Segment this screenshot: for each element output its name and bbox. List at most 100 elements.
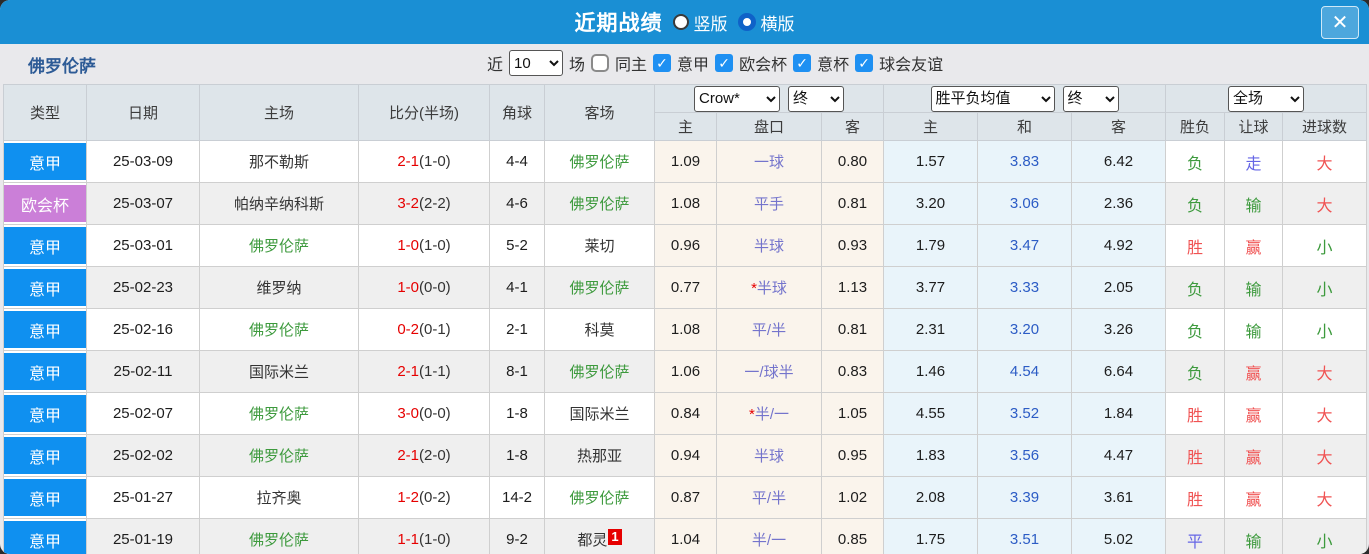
home-team: 佛罗伦萨	[199, 224, 359, 267]
league-badge: 意甲	[4, 437, 86, 474]
result-group-header: 全场	[1165, 84, 1368, 113]
match-date: 25-02-23	[86, 266, 200, 309]
away-team: 佛罗伦萨	[544, 182, 655, 225]
home-odds: 0.96	[654, 224, 717, 267]
result-wdl: 负	[1165, 266, 1226, 309]
layout-option-vertical[interactable]: 竖版	[672, 10, 728, 35]
home-team: 维罗纳	[199, 266, 359, 309]
same-home-checkbox[interactable]	[591, 54, 610, 72]
corner-score: 1-8	[489, 392, 545, 435]
result-wdl: 负	[1165, 182, 1226, 225]
handicap: 半球	[716, 434, 822, 477]
avg-home: 1.83	[883, 434, 979, 477]
league-label-friendly: 球会友谊	[879, 57, 944, 74]
halftime-score: (0-2)	[419, 489, 451, 506]
away-odds: 1.05	[820, 392, 885, 435]
league-cell: 意甲	[3, 476, 87, 519]
league-checkbox-serie-a[interactable]: ✓	[653, 54, 672, 72]
handicap-text: 半/一	[751, 532, 787, 549]
home-odds: 0.77	[654, 266, 717, 309]
handicap: 一/球半	[716, 350, 822, 393]
result-goals: 小	[1282, 224, 1368, 267]
avg-time-select[interactable]: 终	[1062, 85, 1119, 112]
result-wdl: 胜	[1165, 476, 1226, 519]
match-score: 3-2(2-2)	[358, 182, 490, 225]
league-checkbox-conference[interactable]: ✓	[715, 54, 734, 72]
match-score: 0-2(0-1)	[358, 308, 490, 351]
avg-type-select[interactable]: 胜平负均值	[930, 85, 1055, 112]
avg-draw: 3.33	[977, 266, 1073, 309]
col-score: 比分(半场)	[358, 84, 490, 141]
away-odds: 0.95	[820, 434, 885, 477]
odds-company-select[interactable]: Crow*	[694, 85, 780, 112]
layout-option-horizontal[interactable]: 横版	[737, 10, 795, 35]
away-team: 佛罗伦萨	[544, 266, 655, 309]
handicap-text: 平手	[753, 196, 784, 213]
avg-draw: 4.54	[977, 350, 1073, 393]
handicap: *半球	[716, 266, 822, 309]
col-date: 日期	[86, 84, 200, 141]
handicap-text: 平/半	[751, 490, 787, 507]
result-scope-select[interactable]: 全场	[1228, 85, 1305, 112]
home-odds: 1.08	[654, 308, 717, 351]
home-team: 佛罗伦萨	[199, 434, 359, 477]
halftime-score: (2-2)	[419, 195, 451, 212]
handicap-star-icon: *	[748, 406, 755, 423]
match-score: 1-2(0-2)	[358, 476, 490, 519]
match-row: 意甲 25-02-16 佛罗伦萨 0-2(0-1) 2-1 科莫 1.08 平/半 0.81 2.…	[3, 308, 1368, 351]
avg-draw: 3.47	[977, 224, 1073, 267]
home-odds: 1.09	[654, 140, 717, 183]
match-score: 1-1(1-0)	[358, 518, 490, 554]
league-cell: 意甲	[3, 224, 87, 267]
league-label-serie-a: 意甲	[677, 57, 710, 74]
result-goals: 大	[1282, 140, 1368, 183]
match-date: 25-03-01	[86, 224, 200, 267]
league-checkbox-friendly[interactable]: ✓	[855, 54, 874, 72]
handicap: 平手	[716, 182, 822, 225]
same-home-label: 同主	[615, 57, 648, 74]
away-odds: 0.80	[820, 140, 885, 183]
match-score: 2-1(2-0)	[358, 434, 490, 477]
corner-score: 2-1	[489, 308, 545, 351]
corner-score: 1-8	[489, 434, 545, 477]
avg-home: 1.57	[883, 140, 979, 183]
halftime-score: (0-1)	[419, 321, 451, 338]
close-icon: ✕	[1331, 11, 1349, 34]
league-cell: 意甲	[3, 140, 87, 183]
result-goals: 大	[1282, 476, 1368, 519]
result-wdl: 负	[1165, 350, 1226, 393]
avg-draw: 3.39	[977, 476, 1073, 519]
fulltime-score: 3-2	[397, 195, 419, 212]
handicap-text: 一/球半	[744, 364, 794, 381]
result-handicap: 赢	[1224, 224, 1284, 267]
close-button[interactable]: ✕	[1321, 6, 1359, 39]
home-team: 佛罗伦萨	[199, 518, 359, 554]
dialog-titlebar: 近期战绩 竖版 横版 ✕	[0, 0, 1369, 44]
league-badge: 意甲	[4, 479, 86, 516]
away-team: 科莫	[544, 308, 655, 351]
avg-away: 3.26	[1071, 308, 1167, 351]
avg-home: 1.79	[883, 224, 979, 267]
result-handicap: 赢	[1224, 476, 1284, 519]
corner-score: 9-2	[489, 518, 545, 554]
col-avg-home: 主	[883, 112, 979, 141]
recent-count-select[interactable]: 10	[509, 50, 564, 76]
avg-away: 3.61	[1071, 476, 1167, 519]
match-date: 25-02-11	[86, 350, 200, 393]
match-row: 意甲 25-01-19 佛罗伦萨 1-1(1-0) 9-2 都灵 1 1.04 半/一 0.85 1…	[3, 518, 1368, 554]
away-team: 国际米兰	[544, 392, 655, 435]
result-wdl: 负	[1165, 308, 1226, 351]
radio-horizontal-icon[interactable]	[737, 13, 756, 31]
col-result-handicap: 让球	[1224, 112, 1284, 141]
result-handicap: 走	[1224, 140, 1284, 183]
odds-time-select[interactable]: 终	[788, 85, 844, 112]
league-badge: 意甲	[4, 353, 86, 390]
league-checkbox-coppa[interactable]: ✓	[793, 54, 812, 72]
handicap: *半/一	[716, 392, 822, 435]
handicap-star-icon: *	[751, 280, 757, 297]
away-team: 佛罗伦萨	[544, 350, 655, 393]
corner-score: 4-6	[489, 182, 545, 225]
league-badge: 意甲	[4, 395, 86, 432]
radio-vertical-icon[interactable]	[672, 14, 689, 30]
handicap: 平/半	[716, 308, 822, 351]
